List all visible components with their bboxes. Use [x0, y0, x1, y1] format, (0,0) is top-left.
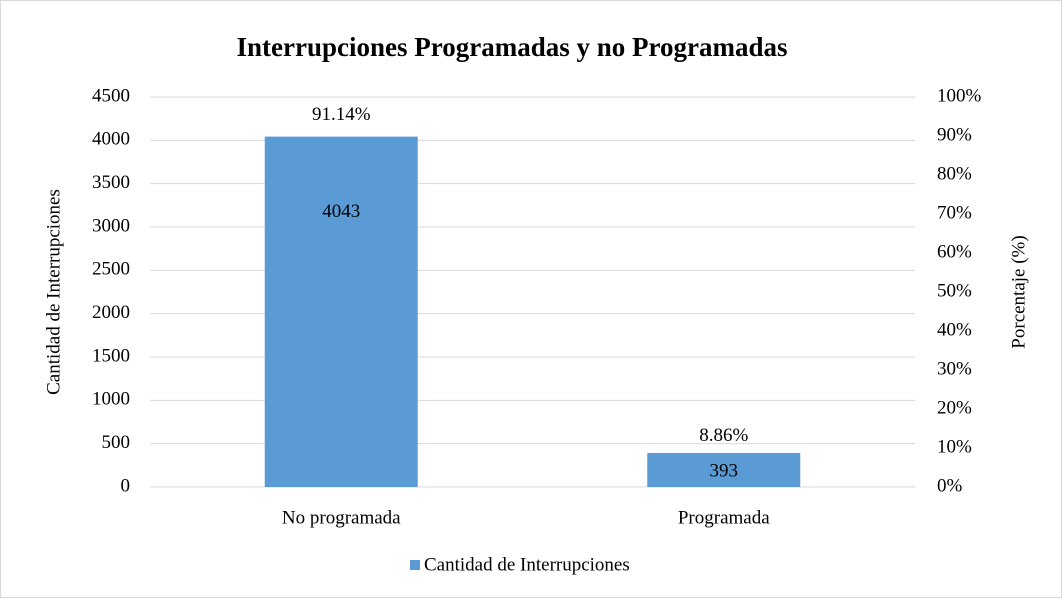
y2-tick-label: 30% [937, 358, 972, 379]
y-tick-label: 2000 [92, 302, 130, 323]
y-tick-label: 1000 [92, 389, 130, 410]
y-tick-label: 0 [121, 475, 131, 496]
y2-tick-label: 20% [937, 397, 972, 418]
value-label: 4043 [322, 201, 360, 222]
bar [264, 136, 418, 487]
y2-axis-label: Porcentaje (%) [1008, 235, 1029, 348]
y-tick-label: 1500 [92, 345, 130, 366]
y2-tick-label: 40% [937, 319, 972, 340]
y-tick-label: 3500 [92, 172, 130, 193]
y2-tick-label: 100% [937, 85, 982, 106]
percent-label: 8.86% [699, 425, 748, 446]
y2-tick-label: 80% [937, 163, 972, 184]
y-tick-label: 3000 [92, 215, 130, 236]
y2-tick-label: 70% [937, 202, 972, 223]
legend-swatch [410, 560, 420, 570]
y2-tick-label: 50% [937, 280, 972, 301]
y-tick-label: 4500 [92, 85, 130, 106]
legend-label: Cantidad de Interrupciones [424, 554, 630, 575]
bar [647, 452, 801, 487]
chart-title: Interrupciones Programadas y no Programa… [237, 32, 788, 62]
y2-tick-label: 90% [937, 124, 972, 145]
y2-tick-label: 10% [937, 436, 972, 457]
x-tick-label: Programada [678, 507, 770, 528]
percent-label: 91.14% [312, 104, 371, 125]
y-axis-label: Cantidad de Interrupciones [43, 189, 64, 395]
y-tick-label: 2500 [92, 259, 130, 280]
y-tick-label: 4000 [92, 129, 130, 150]
y2-tick-label: 60% [937, 241, 972, 262]
value-label: 393 [710, 460, 739, 481]
x-tick-label: No programada [282, 507, 401, 528]
y-tick-label: 500 [102, 432, 131, 453]
y2-tick-label: 0% [937, 475, 963, 496]
